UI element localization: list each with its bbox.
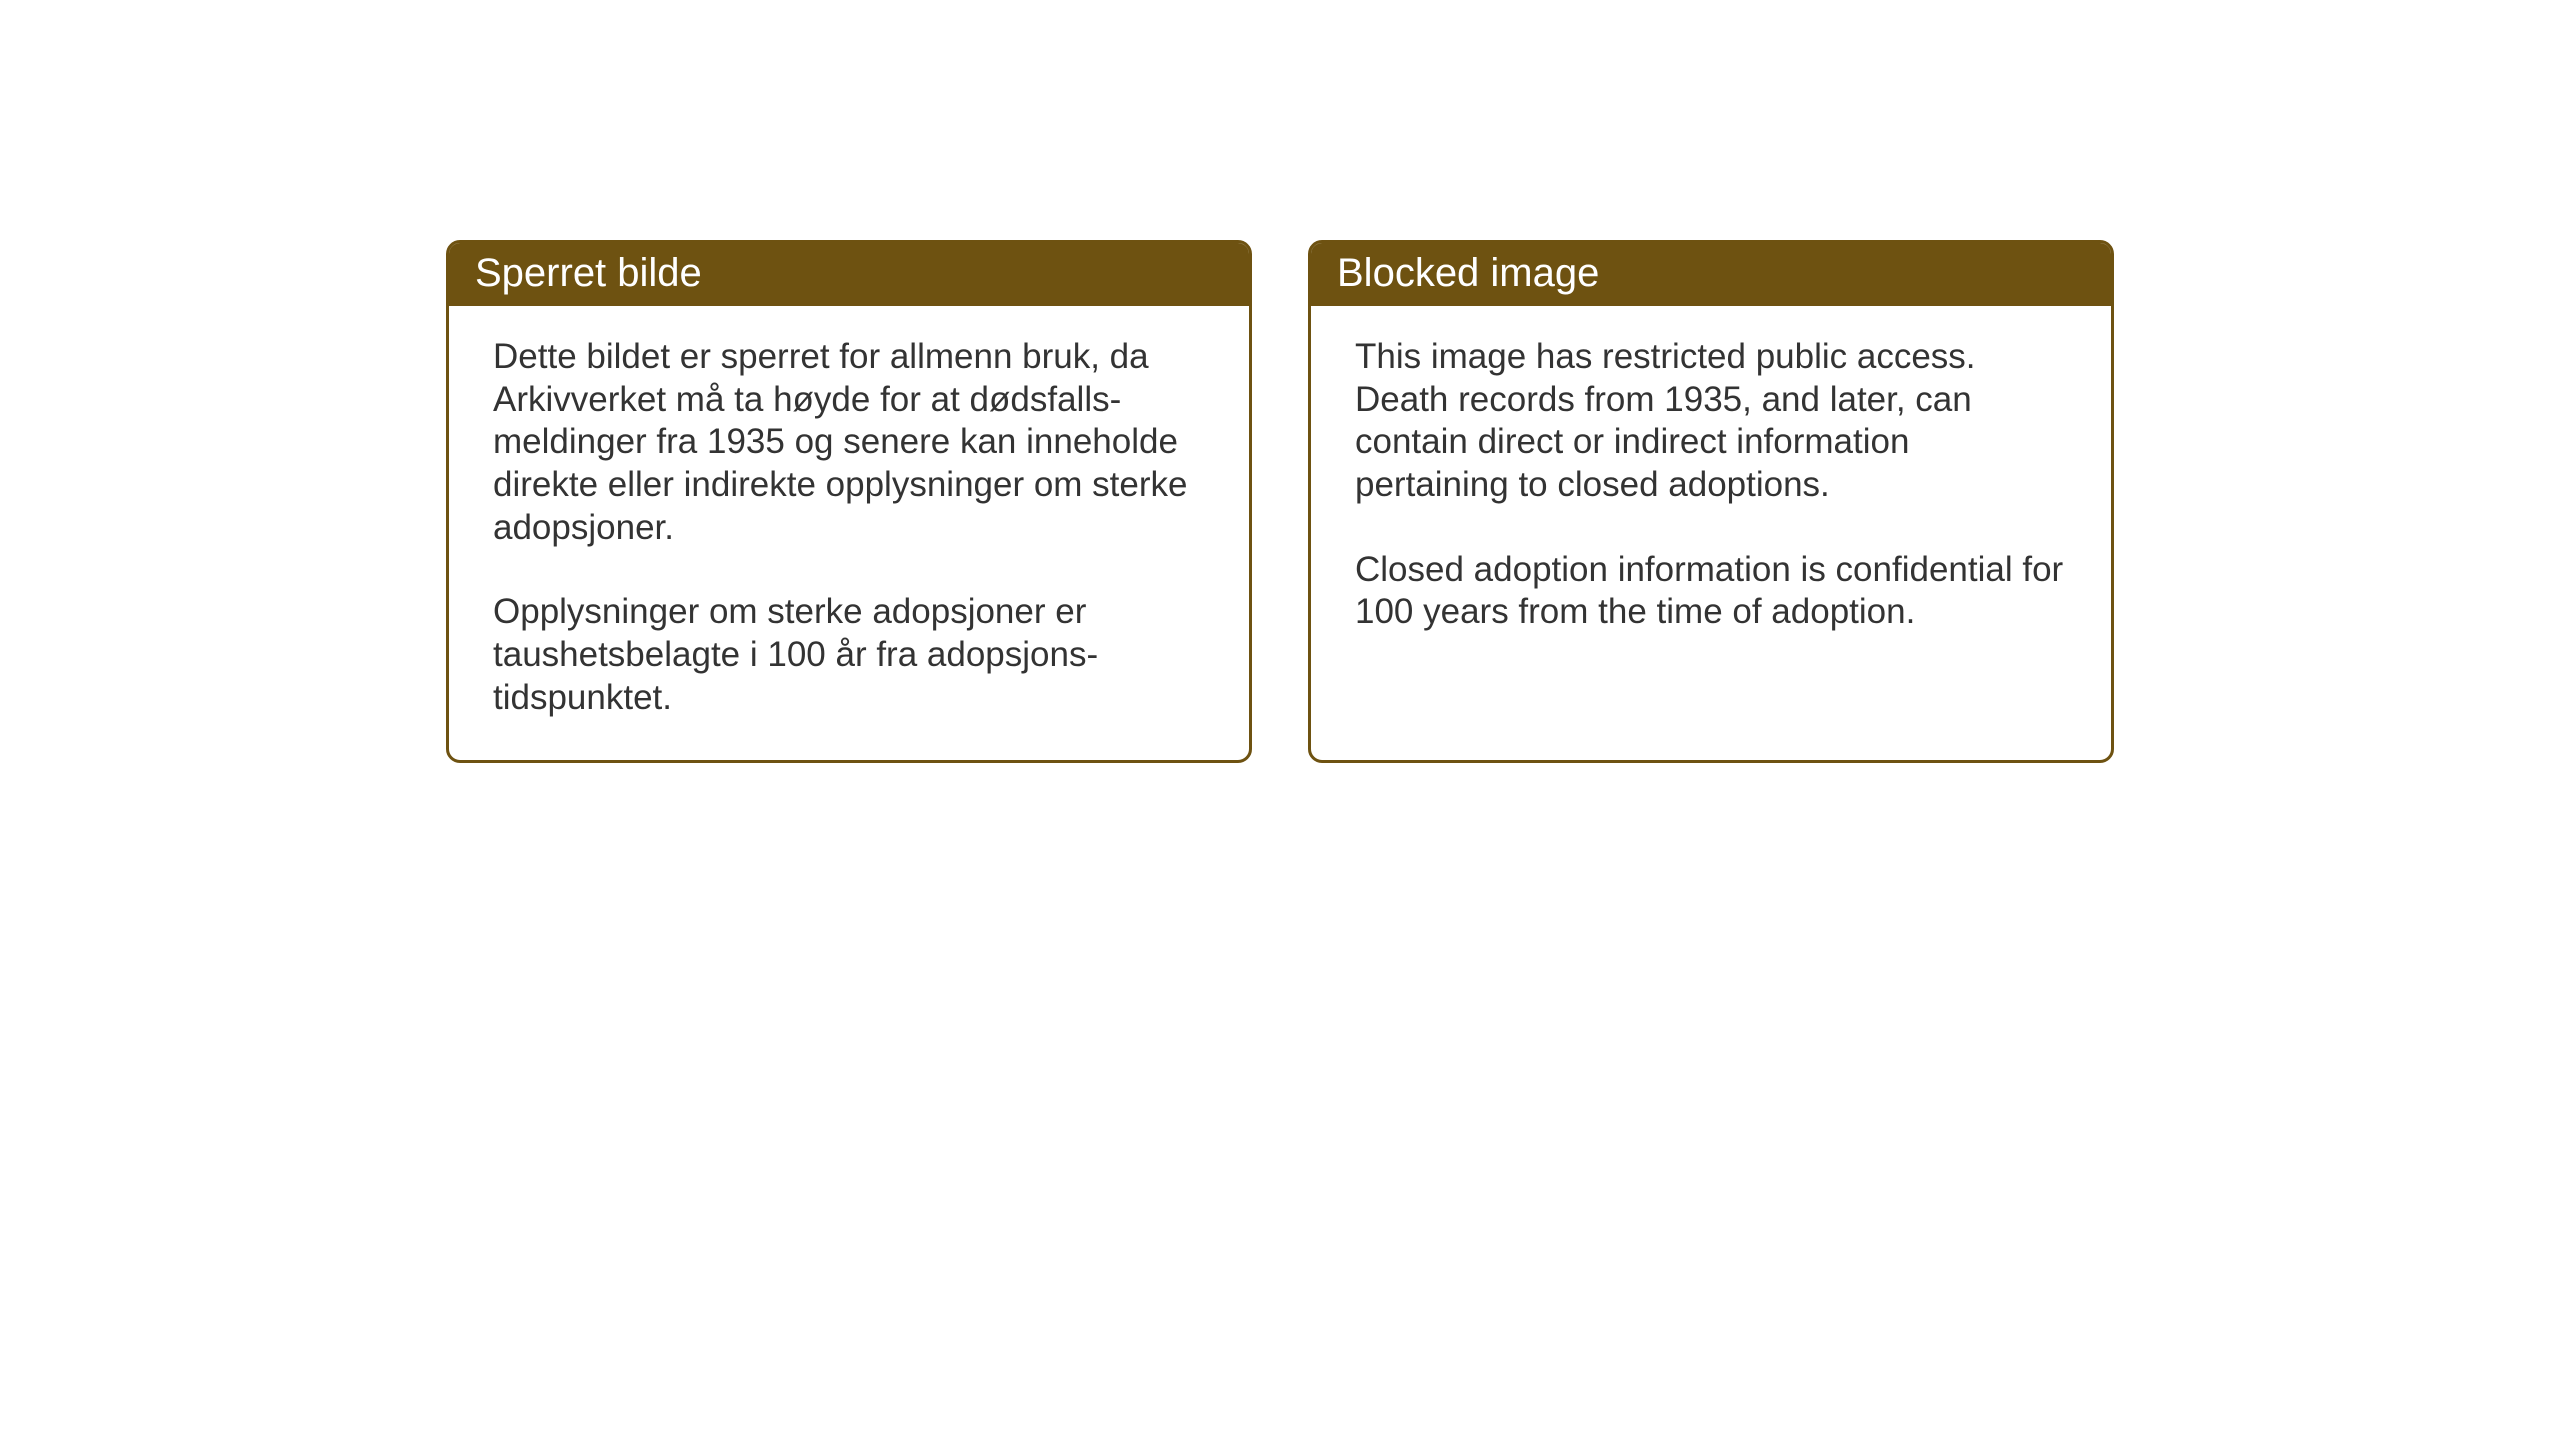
notice-paragraph-1-norwegian: Dette bildet er sperret for allmenn bruk… — [493, 336, 1205, 549]
notice-paragraph-2-english: Closed adoption information is confident… — [1355, 549, 2067, 634]
notice-box-english: Blocked image This image has restricted … — [1308, 240, 2114, 763]
notice-container: Sperret bilde Dette bildet er sperret fo… — [446, 240, 2114, 763]
notice-box-norwegian: Sperret bilde Dette bildet er sperret fo… — [446, 240, 1252, 763]
notice-paragraph-1-english: This image has restricted public access.… — [1355, 336, 2067, 507]
notice-body-english: This image has restricted public access.… — [1311, 306, 2111, 686]
notice-title-norwegian: Sperret bilde — [475, 251, 702, 295]
notice-paragraph-2-norwegian: Opplysninger om sterke adopsjoner er tau… — [493, 591, 1205, 719]
notice-header-norwegian: Sperret bilde — [449, 243, 1249, 306]
notice-body-norwegian: Dette bildet er sperret for allmenn bruk… — [449, 306, 1249, 760]
notice-header-english: Blocked image — [1311, 243, 2111, 306]
notice-title-english: Blocked image — [1337, 251, 1599, 295]
